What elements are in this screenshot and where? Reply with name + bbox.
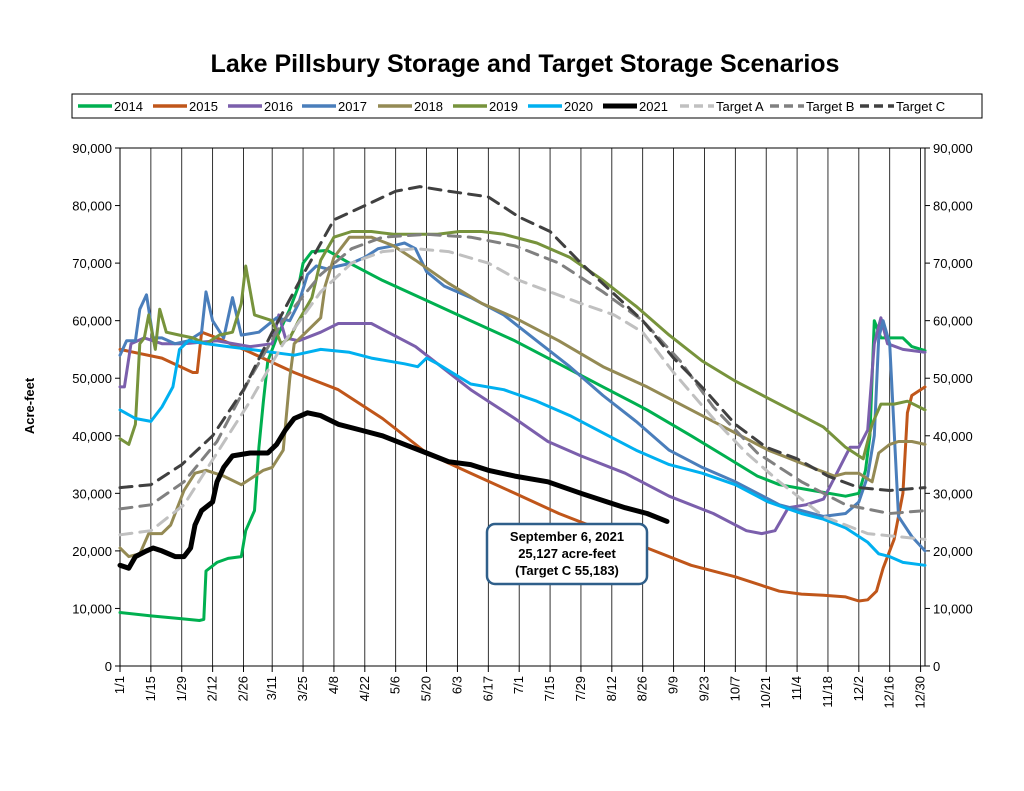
legend-label: Target C <box>896 99 945 114</box>
x-tick-label: 12/16 <box>882 676 897 709</box>
x-tick-label: 2/12 <box>205 676 220 701</box>
x-tick-label: 3/11 <box>264 676 279 700</box>
legend-label: 2021 <box>639 99 668 114</box>
y-tick-label-right: 0 <box>933 659 940 674</box>
legend-label: 2016 <box>264 99 293 114</box>
y-tick-label-right: 10,000 <box>933 601 973 616</box>
plot-area: 1/1 1/15 1/29 2/12 2/26 3/11 3/25 4/8 4/22 5/6 5/2… <box>72 141 973 709</box>
annotation-box <box>485 522 649 586</box>
x-tick-label: 5/6 <box>388 676 403 694</box>
x-tick-label: 5/20 <box>419 676 434 701</box>
series-line-2016 <box>118 313 927 536</box>
series-line-2020 <box>118 339 927 567</box>
legend-box <box>71 93 983 119</box>
legend-label: 2017 <box>338 99 367 114</box>
x-tick-label: 3/25 <box>295 676 310 701</box>
legend-label: 2019 <box>489 99 518 114</box>
series-line-target-a <box>118 247 927 541</box>
y-tick-label-right: 30,000 <box>933 486 973 501</box>
x-tick-label: 1/29 <box>174 676 189 701</box>
series-line-target-b <box>118 232 927 515</box>
x-tick-label: 9/23 <box>696 676 711 701</box>
series-line-2021 <box>117 410 670 571</box>
x-tick-label: 7/1 <box>511 676 526 694</box>
y-tick-label-left: 60,000 <box>72 314 112 329</box>
x-tick-label: 10/7 <box>727 676 742 701</box>
x-tick-label: 2/26 <box>236 676 251 701</box>
y-tick-label-left: 70,000 <box>72 256 112 271</box>
legend-label: 2018 <box>414 99 443 114</box>
x-tick-label: 11/18 <box>820 676 835 708</box>
x-tick-label: 4/22 <box>357 676 372 701</box>
x-tick-label: 10/21 <box>758 676 773 709</box>
legend-label: Target A <box>716 99 764 114</box>
x-tick-label: 11/4 <box>789 676 804 700</box>
y-tick-label-right: 70,000 <box>933 256 973 271</box>
y-tick-label-right: 50,000 <box>933 371 973 386</box>
x-tick-label: 4/8 <box>326 676 341 694</box>
x-tick-label: 12/2 <box>851 676 866 701</box>
plot-frame <box>119 147 926 667</box>
x-tick-label: 7/15 <box>542 676 557 701</box>
legend-label: 2015 <box>189 99 218 114</box>
annotation-line-1: September 6, 2021 <box>510 529 624 544</box>
annotation: September 6, 2021 25,127 acre-feet (Targ… <box>485 522 649 586</box>
annotation-line-2: 25,127 acre-feet <box>518 546 616 561</box>
y-axis-label: Acre-feet <box>22 377 37 434</box>
y-tick-label-left: 80,000 <box>72 199 112 214</box>
x-tick-label: 8/12 <box>604 676 619 701</box>
series-line-target-c <box>118 185 927 492</box>
series-line-2018 <box>118 235 927 559</box>
legend-label: Target B <box>806 99 854 114</box>
y-tick-label-right: 40,000 <box>933 429 973 444</box>
legend-label: 2020 <box>564 99 593 114</box>
series-line-2019 <box>118 230 927 461</box>
y-tick-label-right: 20,000 <box>933 544 973 559</box>
annotation-line-3: (Target C 55,183) <box>515 563 619 578</box>
y-tick-label-left: 0 <box>105 659 112 674</box>
y-tick-label-left: 40,000 <box>72 429 112 444</box>
series-line-2014 <box>118 248 927 622</box>
x-tick-label: 1/15 <box>143 676 158 701</box>
x-tick-label: 8/26 <box>635 676 650 701</box>
x-tick-label: 1/1 <box>112 676 127 694</box>
x-tick-label: 9/9 <box>666 676 681 694</box>
legend-label: 2014 <box>114 99 143 114</box>
y-tick-label-left: 90,000 <box>72 141 112 156</box>
y-tick-label-left: 30,000 <box>72 486 112 501</box>
x-tick-label: 6/3 <box>449 676 464 694</box>
series-line-2017 <box>118 241 927 553</box>
y-tick-label-left: 10,000 <box>72 601 112 616</box>
y-tick-label-left: 20,000 <box>72 544 112 559</box>
chart-title: Lake Pillsbury Storage and Target Storag… <box>211 50 840 78</box>
y-tick-label-right: 90,000 <box>933 141 973 156</box>
x-tick-label: 6/17 <box>480 676 495 701</box>
y-tick-label-left: 50,000 <box>72 371 112 386</box>
legend: 2014 2015 2016 2017 2018 2019 2020 2021 Target A… <box>71 93 983 119</box>
x-tick-label: 12/30 <box>913 676 928 709</box>
y-tick-label-right: 60,000 <box>933 314 973 329</box>
x-tick-label: 7/29 <box>573 676 588 701</box>
y-tick-label-right: 80,000 <box>933 199 973 214</box>
